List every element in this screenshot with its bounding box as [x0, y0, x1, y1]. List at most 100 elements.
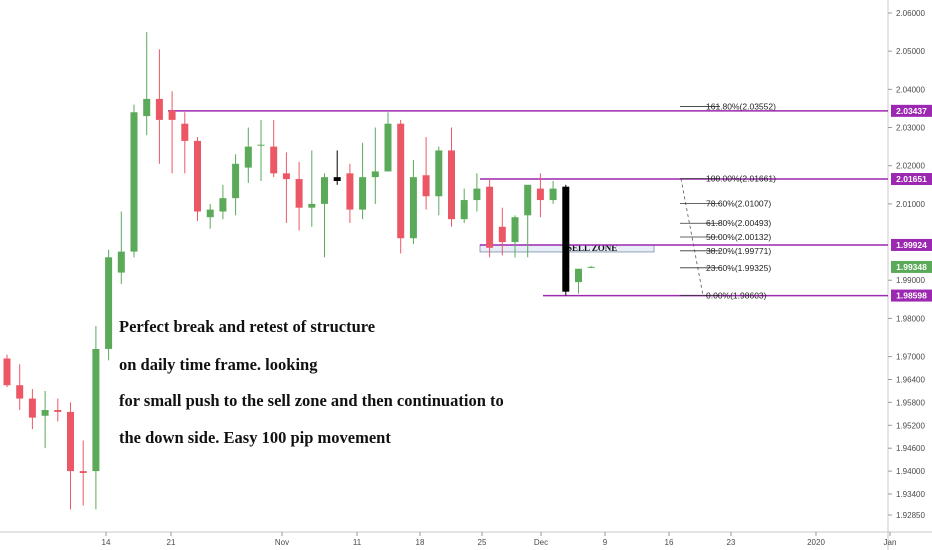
candle: [194, 137, 201, 222]
candle-body: [92, 348, 100, 472]
candle: [257, 119, 265, 181]
candle-body: [486, 186, 494, 248]
y-tick-label: 1.99000: [896, 276, 925, 285]
last-price-bg: [891, 260, 932, 273]
x-tick-label: 23: [727, 538, 736, 547]
candle-body: [168, 110, 176, 120]
price-tag-bg: [891, 173, 932, 186]
candle-body: [346, 173, 354, 210]
candle-body: [67, 411, 74, 472]
candle-body: [359, 177, 367, 210]
candle-body: [219, 198, 227, 212]
candle-body: [117, 251, 125, 273]
fib-level-label: 78.60%(2.01007): [706, 199, 771, 209]
y-tick-label: 1.92850: [896, 511, 925, 520]
candle: [435, 146, 443, 216]
price-tag-bg: [891, 289, 932, 302]
fibonacci-retracement[interactable]: 161.80%(2.03552) 100.00%(2.01661) 78.60%(2…: [680, 101, 776, 300]
y-tick-label: 2.06000: [896, 9, 925, 18]
candle-body: [524, 184, 532, 216]
candle-body: [3, 358, 11, 386]
candle: [397, 119, 405, 254]
candle-body: [371, 171, 379, 178]
y-tick-label: 1.95200: [896, 421, 925, 430]
x-tick-label: 2020: [807, 538, 825, 547]
y-tick-label: 1.94600: [896, 444, 925, 453]
candle-body: [16, 385, 24, 399]
candle-body: [384, 123, 392, 172]
price-tag-label: 2.03437: [896, 106, 927, 116]
fib-level-label: 61.80%(2.00493): [706, 218, 771, 228]
x-tick-label: 11: [353, 538, 362, 547]
candle-body: [435, 150, 443, 197]
candle-body: [321, 177, 328, 204]
price-axis[interactable]: 2.06000 2.05000 2.04000 2.03000 2.02000 2.010…: [887, 0, 925, 550]
x-tick-label: 9: [603, 538, 608, 547]
candle: [359, 142, 367, 220]
price-tag-label: 2.01651: [896, 174, 927, 184]
candle: [67, 402, 74, 510]
candle: [473, 173, 481, 212]
candle: [79, 440, 87, 506]
y-tick-label: 1.96400: [896, 375, 925, 384]
candle-body: [397, 123, 405, 239]
candle-body: [511, 217, 519, 243]
y-tick-label: 2.05000: [896, 47, 925, 56]
candle-body: [130, 112, 138, 252]
price-tag-label: 1.99924: [896, 240, 927, 250]
y-tick-label: 2.01000: [896, 200, 925, 209]
candle: [498, 207, 506, 256]
candles: [3, 32, 595, 510]
x-tick-label: Jan: [884, 538, 897, 547]
candle: [448, 127, 455, 227]
last-price-tag: 1.99348: [891, 260, 932, 273]
candle: [143, 32, 151, 136]
annotation-text: Perfect break and retest of structure on…: [119, 317, 504, 447]
y-tick-label: 1.98000: [896, 314, 925, 323]
fib-level-label: 50.00%(2.00132): [706, 232, 771, 242]
candle-body: [448, 150, 455, 220]
candle-body: [105, 257, 113, 349]
candle-body: [155, 98, 163, 120]
candle: [92, 326, 100, 510]
fib-level-label: 38.20%(1.99771): [706, 246, 771, 256]
candle: [587, 266, 595, 269]
x-tick-label: 16: [665, 538, 674, 547]
annotation-line-4: the down side. Easy 100 pip movement: [119, 428, 391, 447]
candle-body: [143, 98, 151, 117]
price-tag-bg: [891, 104, 932, 117]
price-tag: 2.03437: [891, 104, 932, 117]
x-tick-label: Dec: [534, 538, 548, 547]
annotation-line-1: Perfect break and retest of structure: [119, 317, 375, 336]
candle: [155, 49, 163, 164]
candle: [384, 112, 392, 172]
candle: [308, 150, 316, 227]
candle-body: [460, 200, 468, 220]
candle: [575, 268, 582, 294]
x-tick-label: Nov: [275, 538, 289, 547]
price-tag: 1.98598: [891, 289, 932, 302]
candle: [232, 154, 240, 216]
candle-body: [536, 188, 544, 201]
annotation-line-2: on daily time frame. looking: [119, 355, 318, 374]
price-tag: 2.01651: [891, 173, 932, 186]
y-tick-label: 2.04000: [896, 85, 925, 94]
candle: [536, 173, 544, 218]
x-tick-label: 21: [167, 538, 176, 547]
candle: [282, 152, 290, 223]
time-axis[interactable]: 14 21 Nov 11 18 25 Dec 9 16 23 2020 Jan: [0, 531, 932, 547]
candle: [168, 91, 176, 174]
candle-body: [498, 226, 506, 243]
candle-body: [562, 186, 570, 292]
candle-body: [206, 209, 214, 218]
candle: [549, 180, 557, 204]
candle: [16, 364, 24, 411]
candle-body: [295, 179, 303, 208]
candle-body: [333, 177, 341, 181]
candle-body: [54, 410, 62, 412]
candle-body: [473, 188, 481, 201]
candle-body: [79, 471, 87, 474]
candle: [333, 150, 341, 185]
candle: [219, 184, 227, 220]
